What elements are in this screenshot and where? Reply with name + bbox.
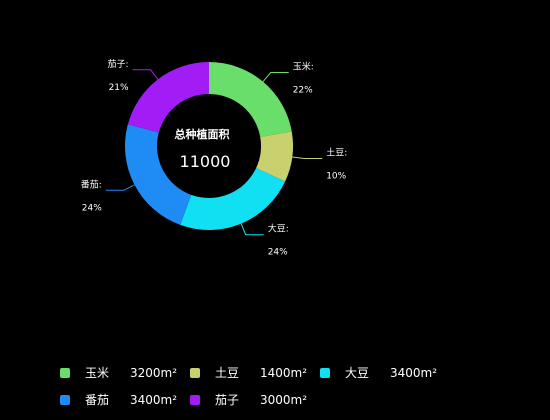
- slice-label-name: 玉米:: [293, 61, 314, 73]
- leader-line-3: [240, 223, 264, 236]
- legend-swatch: [60, 395, 70, 405]
- legend-swatch: [60, 368, 70, 378]
- leader-line-1: [262, 72, 289, 83]
- legend-value: 1400m²: [260, 366, 307, 380]
- legend-name: 玉米: [85, 366, 109, 380]
- donut-slice-4[interactable]: [124, 124, 192, 225]
- legend-item-4[interactable]: 番茄 3400m²: [60, 393, 177, 407]
- center-value: 11000: [180, 152, 231, 171]
- legend-item-1[interactable]: 玉米 3200m²: [60, 366, 177, 380]
- leader-line-4: [105, 184, 135, 191]
- slice-label-percent: 22%: [293, 86, 313, 96]
- legend-value: 3400m²: [390, 366, 437, 380]
- legend-item-3[interactable]: 大豆 3400m²: [320, 366, 437, 380]
- label-leader-lines: [105, 69, 323, 236]
- slice-label-name: 土豆:: [326, 147, 347, 159]
- slice-label-percent: 10%: [326, 172, 346, 182]
- slice-label-name: 茄子:: [108, 58, 129, 70]
- legend-name: 番茄: [85, 393, 109, 407]
- slice-labels: 玉米: 22% 土豆: 10% 大豆: 24% 番茄: 24% 茄子: 21%: [81, 58, 347, 258]
- donut-slice-3[interactable]: [180, 167, 286, 230]
- donut-slices: [124, 62, 293, 230]
- legend-swatch: [320, 368, 330, 378]
- legend-name: 大豆: [345, 366, 369, 380]
- donut-slice-1[interactable]: [209, 62, 292, 137]
- donut-slice-2[interactable]: [256, 131, 293, 182]
- donut-slice-5[interactable]: [127, 62, 209, 133]
- slice-label-percent: 24%: [82, 203, 102, 213]
- legend-name: 茄子: [215, 393, 239, 407]
- legend: 玉米 3200m² 土豆 1400m² 大豆 3400m² 番茄 3400m² 茄子 3000m²: [60, 366, 437, 407]
- slice-label-name: 大豆:: [268, 223, 289, 235]
- slice-label-percent: 21%: [109, 83, 129, 93]
- center-title: 总种植面积: [175, 127, 230, 141]
- slice-label-name: 番茄:: [81, 178, 102, 190]
- slice-label-percent: 24%: [268, 248, 288, 258]
- legend-item-2[interactable]: 土豆 1400m²: [190, 366, 307, 380]
- legend-name: 土豆: [215, 366, 239, 380]
- legend-value: 3000m²: [260, 393, 307, 407]
- legend-value: 3400m²: [130, 393, 177, 407]
- legend-value: 3200m²: [130, 366, 177, 380]
- leader-line-5: [132, 69, 159, 80]
- leader-line-2: [292, 156, 323, 159]
- legend-swatch: [190, 368, 200, 378]
- legend-item-5[interactable]: 茄子 3000m²: [190, 393, 307, 407]
- legend-swatch: [190, 395, 200, 405]
